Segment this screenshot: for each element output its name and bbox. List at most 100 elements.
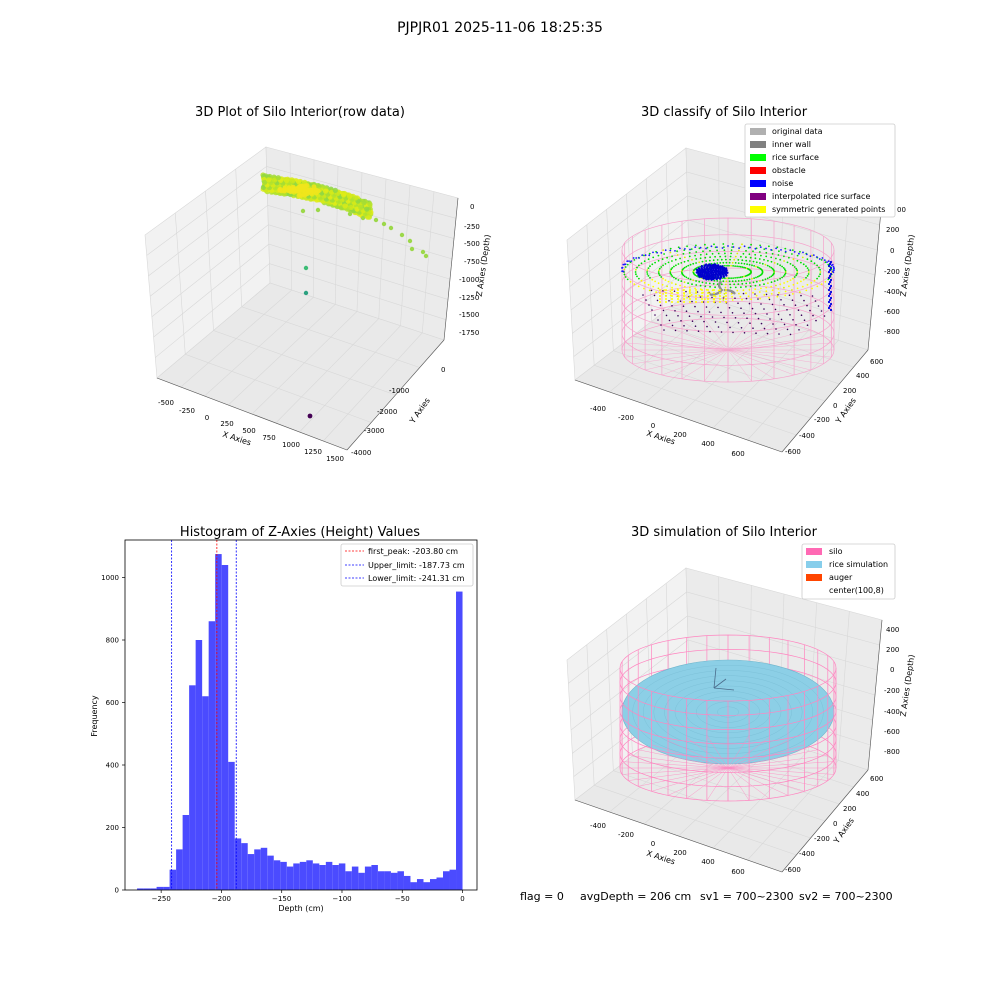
rice-surface-point — [679, 257, 681, 260]
histogram-legend: first_peak: -203.80 cm Upper_limit: -187… — [340, 543, 474, 587]
rice-surface-point — [770, 285, 773, 288]
rice-surface-point — [755, 265, 757, 268]
noise-point — [705, 263, 708, 266]
rice-surface-point — [761, 262, 764, 265]
rice-surface-point — [791, 253, 793, 255]
rice-surface-point — [651, 278, 654, 281]
rice-surface-point — [783, 273, 786, 276]
symmetric-point — [701, 301, 703, 303]
rice-surface-point — [764, 263, 767, 266]
rice-surface-point — [745, 285, 747, 288]
interpolated-point — [717, 306, 719, 309]
sim-y-tick: 200 — [843, 805, 856, 813]
rice-surface-point — [734, 277, 736, 279]
histogram-bar — [443, 871, 450, 890]
rice-surface-point — [677, 246, 680, 249]
symmetric-point — [695, 295, 697, 297]
histogram-legend-frame — [340, 543, 474, 587]
interpolated-point — [656, 299, 659, 302]
raw-point — [361, 200, 367, 206]
noise-point — [725, 274, 728, 277]
rice-surface-point — [717, 252, 720, 255]
simulation-legend-frame — [801, 543, 896, 600]
rice-surface-point — [647, 283, 650, 286]
cls-z-tick: 00 — [897, 206, 906, 214]
rice-surface-point — [654, 280, 656, 283]
rice-surface-point — [816, 277, 818, 280]
silo-bottom-spoke — [667, 767, 729, 796]
interpolated-point — [728, 307, 731, 309]
histogram-xlabel: Depth (cm) — [278, 904, 323, 913]
rice-surface-point — [770, 281, 773, 284]
sim-y-tick: -600 — [785, 866, 801, 874]
interpolated-point — [760, 303, 762, 305]
rice-surface-point — [768, 245, 770, 248]
histogram-bar — [143, 888, 151, 890]
symmetric-point — [701, 298, 703, 300]
raw-point — [296, 179, 302, 185]
raw-y-tick: 0 — [441, 366, 445, 374]
raw-point-scatter — [381, 221, 387, 227]
rice-surface-point — [647, 267, 650, 269]
interpolated-point — [789, 314, 791, 316]
rice-surface-point — [730, 249, 733, 252]
interpolated-point — [737, 322, 740, 324]
rice-surface-point — [751, 277, 753, 280]
silo-bottom-spoke — [645, 329, 729, 351]
rice-surface-point — [704, 256, 707, 259]
noise-point — [621, 266, 624, 269]
interpolated-point — [657, 319, 659, 321]
silo-bottom-spoke — [727, 349, 795, 376]
legend-label-rice-simulation: rice simulation — [829, 560, 888, 569]
sim-z-tick: 400 — [886, 626, 899, 634]
rice-surface-point — [758, 291, 761, 293]
interpolated-point — [705, 306, 708, 308]
noise-point — [641, 254, 644, 256]
interpolated-point — [765, 293, 768, 296]
silo-bottom-spoke — [622, 761, 729, 769]
simulation-3d-yticks: 600 400 200 0 -200 -400 -600 — [785, 775, 883, 874]
raw-point-scatter — [407, 238, 413, 244]
rice-surface-point — [783, 286, 785, 289]
interpolated-point — [786, 328, 789, 331]
grid-line-z — [151, 224, 451, 317]
rice-surface-point — [705, 253, 708, 256]
hist-y-tick: 200 — [106, 824, 119, 832]
rice-surface-point — [722, 243, 725, 245]
raw-point-scatter — [423, 253, 429, 259]
silo-bottom-spoke — [632, 349, 729, 365]
status-sv2: sv2 = 700~2300 — [799, 890, 893, 903]
axis-line-y — [781, 769, 869, 873]
rice-surface-point — [669, 247, 672, 250]
rice-surface-point — [647, 258, 650, 261]
symmetric-point — [677, 298, 679, 300]
rice-surface-point — [683, 256, 686, 259]
rice-surface-point — [737, 283, 740, 285]
rice-surface-point — [789, 263, 792, 265]
noise-point — [829, 302, 833, 306]
rice-surface-point — [722, 299, 725, 301]
simulation-3d-panel: 3D simulation of Silo Interior -400 -200… — [566, 525, 916, 876]
raw-x-tick: 1000 — [282, 441, 300, 449]
symmetric-point — [683, 289, 685, 291]
interpolated-point — [763, 327, 766, 330]
noise-point — [705, 278, 708, 281]
noise-point — [828, 274, 832, 278]
rice-surface-point — [741, 282, 744, 285]
rice-surface-point — [701, 281, 704, 284]
rice-surface-point — [716, 262, 719, 264]
symmetric-point — [725, 295, 727, 297]
rice-surface-point — [749, 285, 752, 288]
interpolated-point — [662, 309, 665, 312]
raw-point — [266, 177, 272, 183]
interpolated-point — [803, 319, 806, 322]
sim-y-tick: 400 — [856, 790, 869, 798]
silo-bottom-spoke — [622, 767, 729, 775]
noise-point — [802, 251, 804, 254]
raw-data-3d-yticks: 0 -1000 -2000 -3000 -4000 — [351, 366, 445, 457]
rice-surface-point — [691, 283, 693, 286]
rice-surface-point — [688, 286, 691, 289]
rice-surface-point — [752, 250, 754, 253]
rice-surface-point — [660, 276, 663, 278]
noise-point — [725, 269, 728, 272]
